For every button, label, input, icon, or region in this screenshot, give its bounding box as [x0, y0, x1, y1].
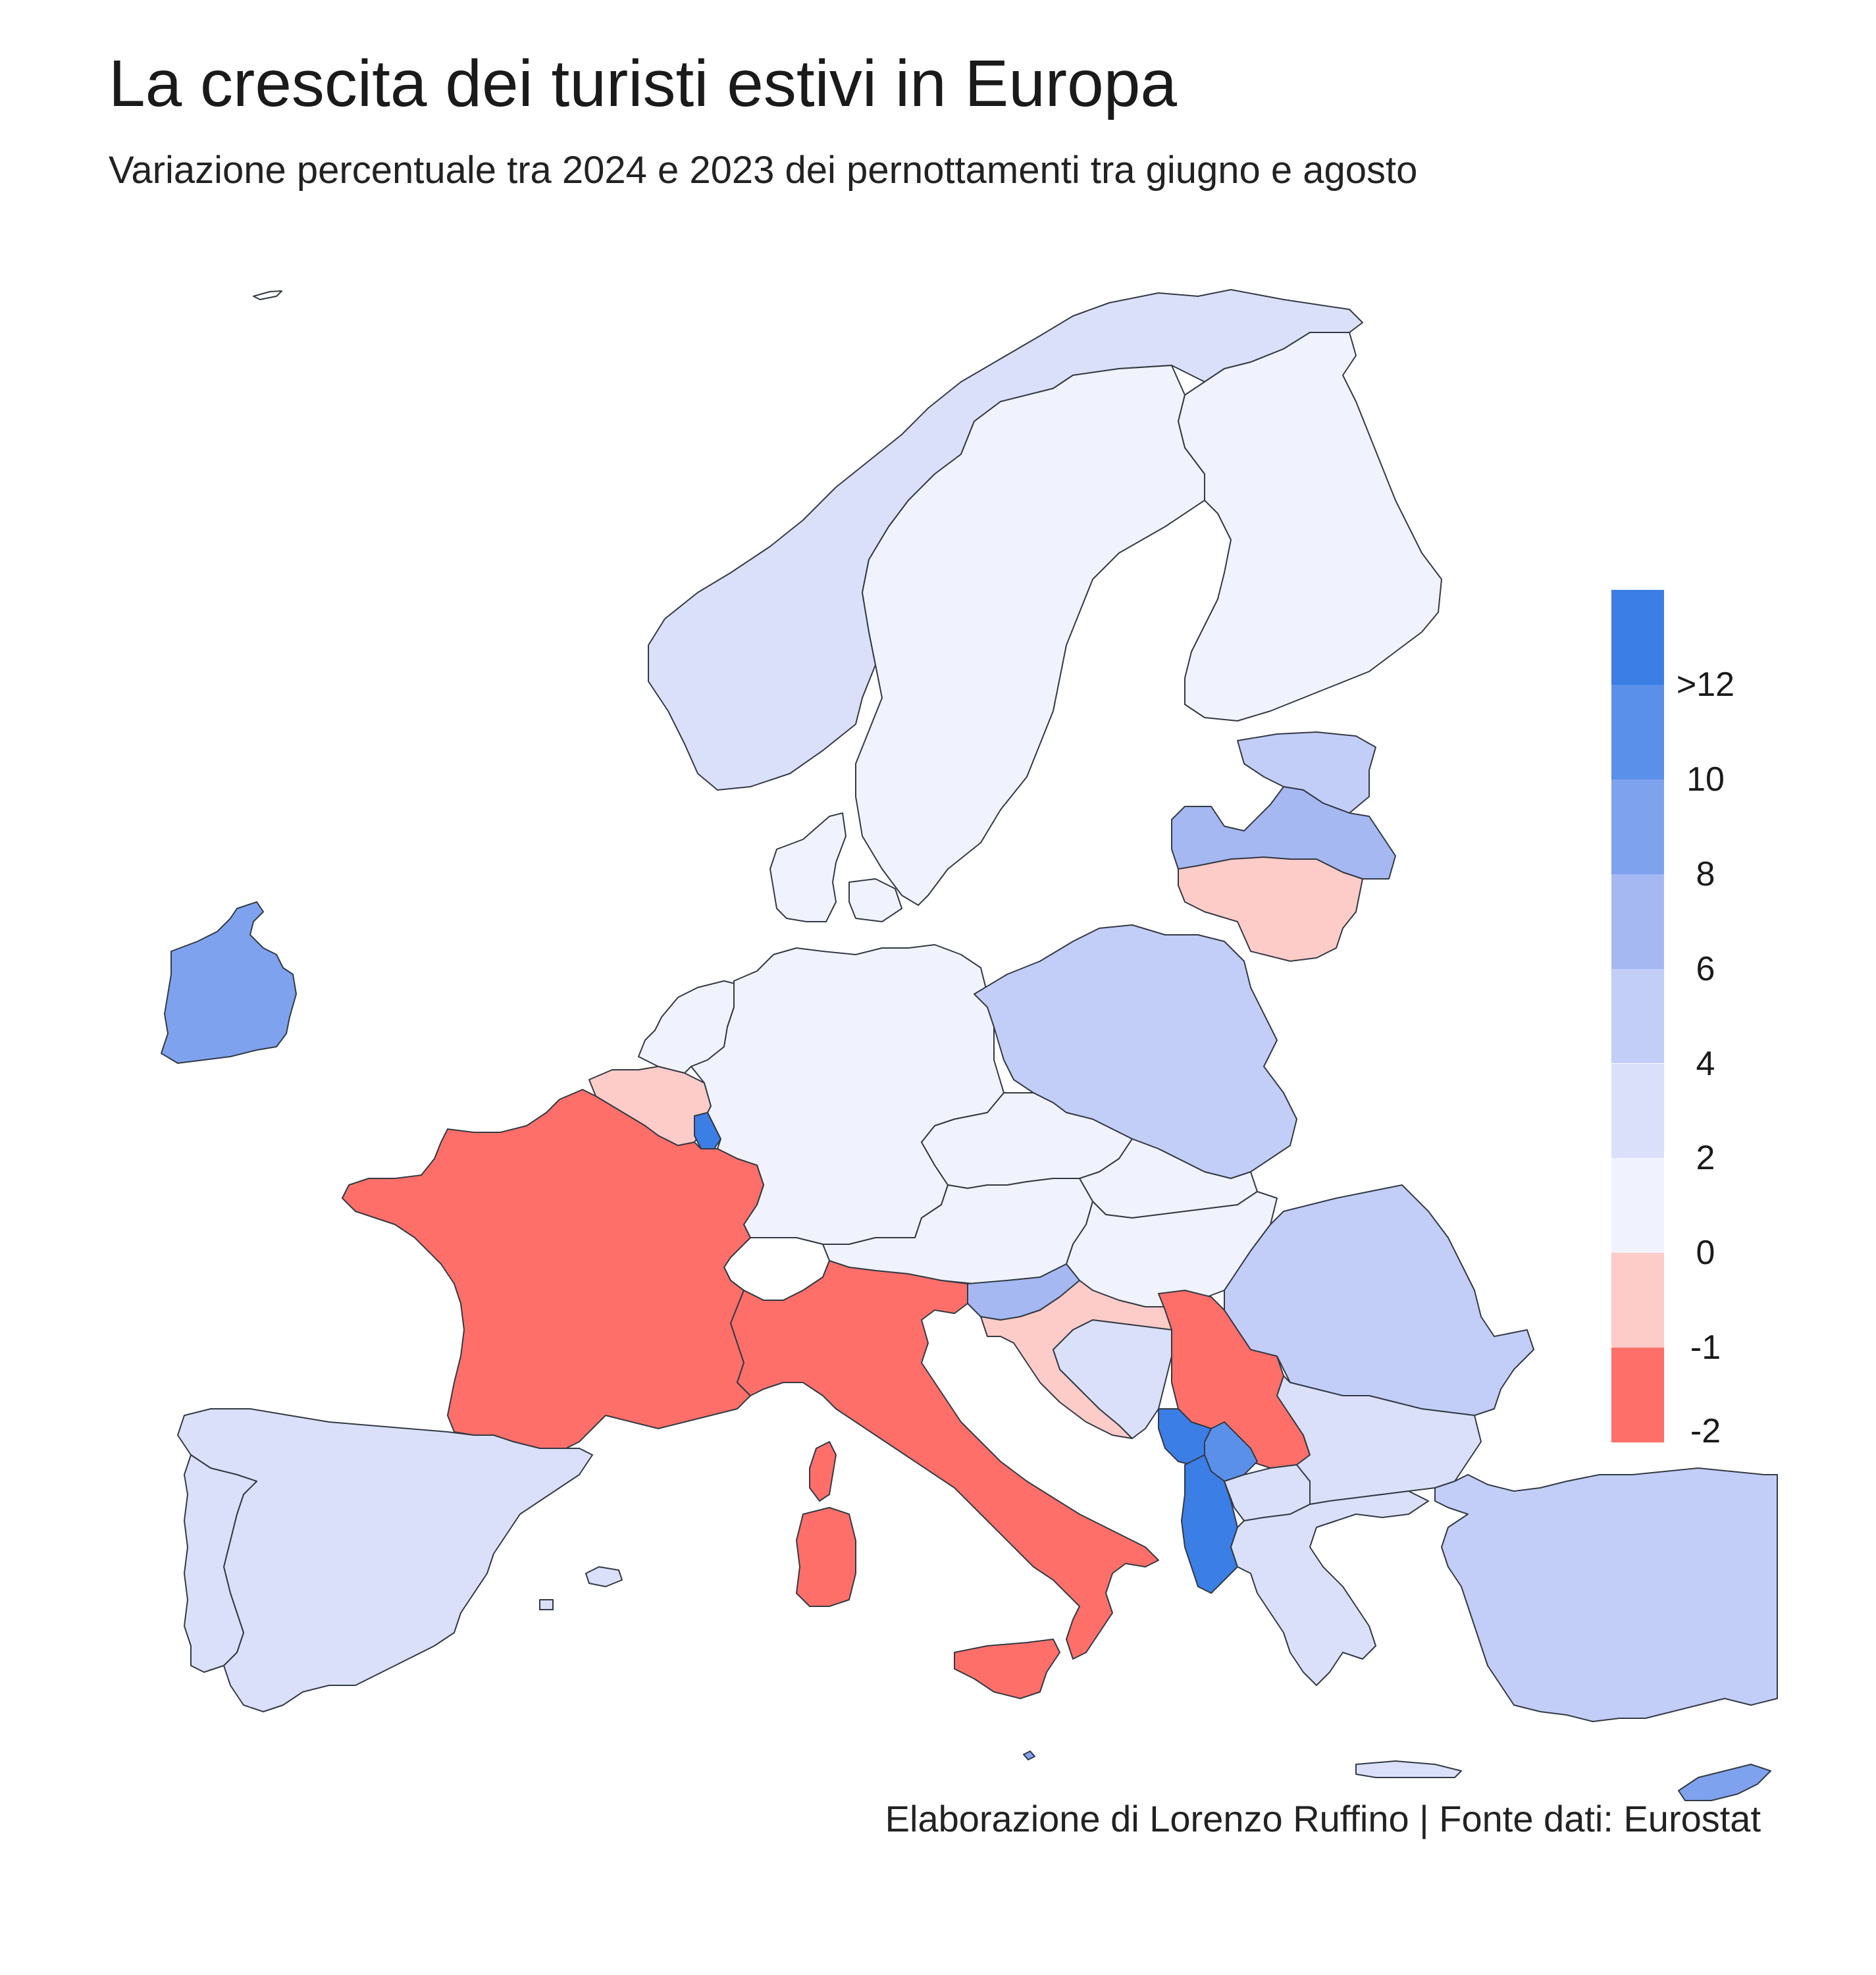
- legend-label: -1: [1690, 1329, 1721, 1367]
- country-cyprus[interactable]: [1678, 1764, 1771, 1801]
- country-italy[interactable]: [730, 1260, 1159, 1699]
- color-legend: >12 10 8 6 4 2 0 -1 -2: [1611, 590, 1734, 1450]
- legend-label: >12: [1676, 665, 1735, 704]
- legend-swatch: [1611, 1348, 1664, 1442]
- legend-swatch: [1611, 1063, 1664, 1159]
- country-greece[interactable]: [1230, 1490, 1462, 1778]
- country-finland[interactable]: [1178, 332, 1442, 722]
- country-ireland[interactable]: [161, 901, 297, 1064]
- source-credit: Elaborazione di Lorenzo Ruffino | Fonte …: [885, 1798, 1761, 1839]
- country-albania[interactable]: [1181, 1454, 1238, 1594]
- country-denmark[interactable]: [769, 812, 902, 922]
- country-portugal[interactable]: [184, 1454, 257, 1673]
- country-estonia[interactable]: [1237, 731, 1376, 814]
- legend-label: 10: [1686, 760, 1725, 799]
- map-subtitle: Variazione percentuale tra 2024 e 2023 d…: [109, 149, 1418, 192]
- legend-swatch: [1611, 1253, 1664, 1348]
- legend-label: 8: [1696, 855, 1715, 893]
- legend-label: -2: [1690, 1412, 1721, 1450]
- country-turkey[interactable]: [1434, 1467, 1778, 1722]
- legend-swatch: [1611, 874, 1664, 969]
- country-lithuania[interactable]: [1178, 856, 1363, 962]
- legend-label: 6: [1696, 949, 1715, 988]
- country-malta[interactable]: [1023, 1751, 1035, 1760]
- country-bosnia[interactable]: [1053, 1319, 1172, 1439]
- country-romania[interactable]: [1224, 1184, 1534, 1416]
- map-title: La crescita dei turisti estivi in Europa: [109, 47, 1177, 120]
- legend-label: 2: [1696, 1139, 1715, 1178]
- country-france[interactable]: [342, 1089, 837, 1502]
- country-spain[interactable]: [177, 1408, 623, 1712]
- legend-swatch: [1611, 1158, 1664, 1253]
- legend-label: 0: [1696, 1234, 1715, 1273]
- legend-swatch: [1611, 968, 1664, 1064]
- legend-swatch: [1611, 779, 1664, 874]
- legend-swatch: [1611, 684, 1664, 779]
- legend-label: 4: [1696, 1044, 1715, 1083]
- country-iceland[interactable]: [253, 290, 282, 300]
- legend-swatch: [1611, 590, 1664, 685]
